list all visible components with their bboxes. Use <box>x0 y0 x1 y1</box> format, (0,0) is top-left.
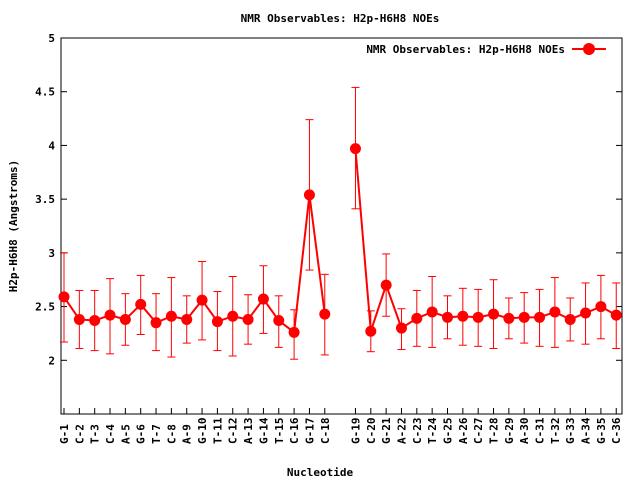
data-point <box>488 308 500 320</box>
data-point <box>288 326 300 338</box>
x-tick-label: T-15 <box>273 418 286 445</box>
data-point <box>165 310 177 322</box>
y-axis-label: H2p-H6H8 (Angstroms) <box>7 160 20 292</box>
data-point <box>242 313 254 325</box>
x-tick-label: G-25 <box>442 418 455 445</box>
x-tick-label: A-34 <box>580 417 593 444</box>
x-tick-label: C-2 <box>73 424 86 444</box>
data-point <box>503 312 515 324</box>
x-tick-label: A-13 <box>242 418 255 445</box>
legend-marker <box>583 43 595 55</box>
data-point <box>196 294 208 306</box>
x-tick-label: A-22 <box>395 418 408 445</box>
data-point <box>580 307 592 319</box>
data-point <box>518 311 530 323</box>
series-line <box>354 148 617 332</box>
x-tick-label: C-23 <box>411 418 424 445</box>
data-point <box>135 298 147 310</box>
data-point <box>303 189 315 201</box>
x-tick-label: T-3 <box>89 424 102 444</box>
x-tick-label: A-9 <box>181 424 194 444</box>
data-point <box>549 306 561 318</box>
x-tick-label: G-33 <box>564 418 577 445</box>
data-point <box>534 311 546 323</box>
data-point <box>273 315 285 327</box>
x-tick-label: C-36 <box>610 417 623 444</box>
data-point <box>58 291 70 303</box>
data-point <box>89 315 101 327</box>
data-point <box>442 311 453 323</box>
x-tick-label: A-5 <box>119 424 132 444</box>
data-point <box>426 306 438 318</box>
data-point <box>411 312 423 324</box>
x-tick-label: T-11 <box>211 417 224 444</box>
data-point <box>181 313 193 325</box>
chart-title: NMR Observables: H2p-H6H8 NOEs <box>241 12 440 25</box>
data-point <box>227 310 239 322</box>
series-line <box>63 194 326 335</box>
x-tick-label: A-30 <box>518 418 531 445</box>
data-point <box>380 279 392 291</box>
data-point <box>257 293 269 305</box>
data-point <box>319 308 331 320</box>
data-point <box>211 316 223 328</box>
x-tick-label: T-32 <box>549 418 562 445</box>
data-point <box>119 313 131 325</box>
y-tick-label: 3 <box>48 247 55 260</box>
data-point <box>349 143 361 155</box>
y-tick-label: 5 <box>48 32 55 45</box>
x-axis-label: Nucleotide <box>287 466 354 479</box>
x-tick-label: C-20 <box>365 418 378 445</box>
legend: NMR Observables: H2p-H6H8 NOEs <box>366 43 606 56</box>
y-tick-label: 4.5 <box>35 86 55 99</box>
plot-frame <box>60 37 623 415</box>
x-tick-label: C-16 <box>288 417 301 444</box>
x-tick-label: G-17 <box>303 418 316 445</box>
x-tick-label: C-8 <box>165 424 178 444</box>
x-tick-label: C-31 <box>534 417 547 444</box>
x-tick-label: C-27 <box>472 418 485 445</box>
data-point <box>150 317 162 329</box>
x-tick-label: C-12 <box>227 418 240 445</box>
data-point <box>365 325 377 337</box>
data-point <box>395 322 407 334</box>
x-tick-label: G-14 <box>257 417 270 444</box>
y-tick-label: 2.5 <box>35 301 55 314</box>
legend-label: NMR Observables: H2p-H6H8 NOEs <box>366 43 565 56</box>
x-tick-label: G-6 <box>135 424 148 444</box>
x-tick-label: C-4 <box>104 424 117 444</box>
x-tick-label: G-1 <box>58 424 71 444</box>
y-tick-label: 3.5 <box>35 193 55 206</box>
x-tick-label: G-19 <box>349 418 362 445</box>
x-tick-label: T-24 <box>426 417 439 444</box>
x-tick-label: G-21 <box>380 417 393 444</box>
data-point <box>104 309 116 321</box>
x-tick-label: T-28 <box>488 418 501 445</box>
data-point <box>564 313 576 325</box>
x-tick-label: C-18 <box>319 418 332 445</box>
x-tick-label: G-29 <box>503 418 516 445</box>
data-point <box>595 301 607 313</box>
x-tick-label: G-10 <box>196 418 209 445</box>
data-point <box>457 310 469 322</box>
y-tick-label: 2 <box>48 354 55 367</box>
x-tick-label: T-7 <box>150 424 163 444</box>
data-point <box>73 313 85 325</box>
x-tick-label: G-35 <box>595 418 608 445</box>
data-point <box>472 311 484 323</box>
y-tick-label: 4 <box>48 139 55 152</box>
x-tick-label: A-26 <box>457 417 470 444</box>
data-point <box>610 309 622 321</box>
